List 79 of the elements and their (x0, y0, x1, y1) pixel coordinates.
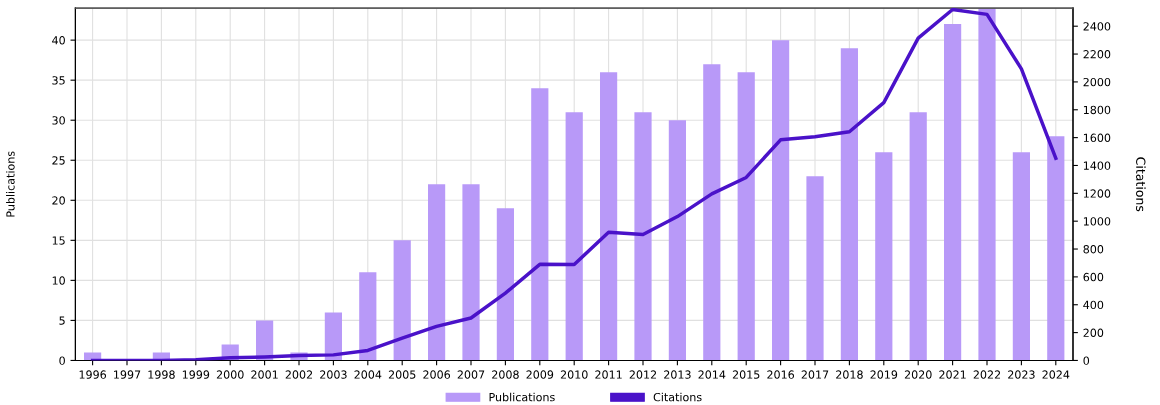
x-tick-label: 2008 (492, 370, 519, 379)
x-tick-label: 2004 (354, 370, 382, 379)
x-tick-label: 2018 (836, 370, 863, 379)
bar (359, 272, 377, 361)
bar (978, 8, 996, 361)
x-tick-label: 2000 (216, 370, 244, 379)
x-tick-label: 2001 (251, 370, 278, 379)
bar (703, 64, 721, 361)
x-tick-label: 1999 (182, 370, 210, 379)
bar (737, 72, 755, 361)
bar (944, 24, 962, 361)
bar (428, 184, 446, 361)
y2-tick-label: 1200 (1083, 189, 1111, 198)
x-tick-label: 1996 (79, 370, 107, 379)
line-series (90, 8, 1058, 361)
y2-tick-label: 600 (1083, 272, 1104, 282)
y2-tick-label: 2400 (1083, 22, 1111, 31)
bar (462, 184, 480, 361)
bar (565, 112, 583, 361)
bar (1047, 136, 1065, 361)
bar (496, 208, 514, 361)
y2-tick-label: 1400 (1083, 161, 1111, 170)
x-tick-label: 2010 (560, 370, 588, 379)
y2-tick-label: 2000 (1083, 77, 1111, 87)
x-tick-label: 2009 (526, 370, 554, 379)
y-axis-title: Publications (6, 151, 15, 217)
y-tick-label: 25 (52, 156, 65, 165)
y2-tick-label: 1600 (1083, 133, 1111, 142)
y-tick-label: 10 (52, 276, 65, 285)
x-tick-label: 2013 (664, 370, 691, 379)
y-tick-label: 20 (52, 196, 65, 205)
x-tick-label: 2020 (904, 370, 932, 379)
x-tick-label: 2023 (1008, 370, 1035, 379)
x-tick-label: 2021 (939, 370, 966, 379)
bar (772, 40, 790, 361)
y-tick-label: 0 (59, 356, 65, 365)
x-tick-label: 2007 (457, 370, 485, 379)
y2-tick-label: 1800 (1083, 105, 1111, 115)
legend-label: Publications (489, 392, 555, 402)
y2-tick-label: 400 (1083, 300, 1104, 310)
x-tick-label: 2022 (973, 370, 1001, 379)
x-tick-label: 2003 (320, 370, 347, 379)
y-tick-label: 40 (52, 36, 65, 45)
bar (840, 48, 858, 361)
x-tick-label: 2006 (423, 370, 451, 379)
bar (600, 72, 618, 361)
x-tick-label: 2019 (870, 370, 898, 379)
y-tick-label: 5 (59, 316, 65, 325)
x-tick-label: 1998 (148, 370, 175, 379)
x-tick-label: 2024 (1042, 370, 1070, 379)
bar (806, 176, 824, 361)
bar (1012, 152, 1030, 361)
y-tick-label: 35 (52, 76, 65, 85)
x-tick-label: 2016 (767, 370, 795, 379)
bar (875, 152, 893, 361)
bar (84, 352, 102, 361)
bar (393, 240, 411, 361)
x-tick-label: 2015 (732, 370, 760, 379)
x-tick-label: 2011 (595, 370, 622, 379)
bar (531, 88, 549, 361)
x-tick-label: 2002 (285, 370, 313, 379)
y2-tick-label: 800 (1083, 245, 1104, 254)
x-tick-label: 2017 (801, 370, 829, 379)
y2-tick-label: 200 (1083, 328, 1104, 337)
y-tick-label: 30 (52, 116, 65, 125)
y2-tick-label: 1000 (1083, 217, 1111, 226)
bar (668, 120, 686, 361)
x-tick-label: 2012 (629, 370, 657, 379)
bar (324, 312, 342, 361)
x-tick-label: 1997 (114, 370, 141, 379)
legend-label: Citations (653, 392, 702, 402)
bar (634, 112, 652, 361)
y2-tick-label: 0 (1083, 356, 1090, 365)
y-tick-label: 15 (52, 236, 65, 245)
y2-tick-label: 2200 (1083, 50, 1111, 59)
x-tick-label: 2014 (698, 370, 726, 379)
bar (909, 112, 927, 361)
x-tick-label: 2005 (388, 370, 416, 379)
y2-axis-title: Citations (1136, 157, 1146, 212)
